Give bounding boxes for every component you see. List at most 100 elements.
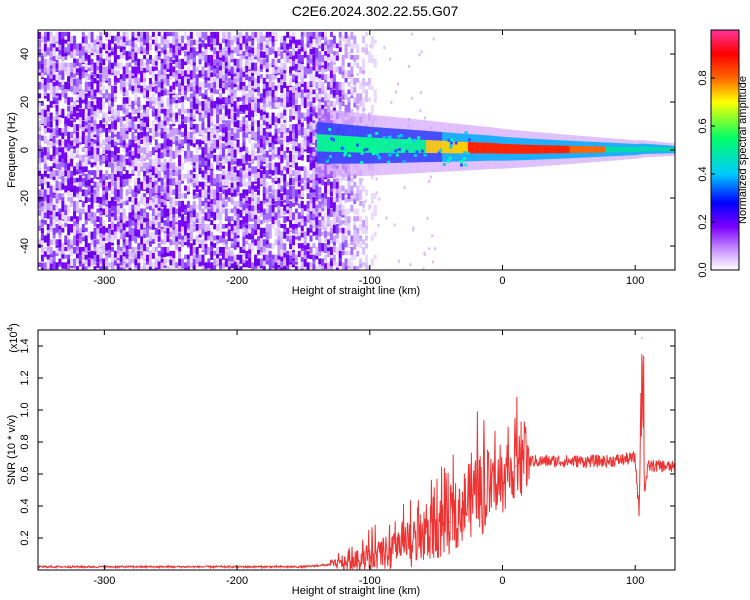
heatmap-cell [137,85,141,93]
heatmap-cell [341,35,345,41]
heatmap-cell [254,120,258,126]
heatmap-cell [256,154,260,160]
heatmap-cell [166,127,170,134]
heatmap-cell [230,185,234,193]
heatmap-cell [312,231,316,236]
heatmap-cell [318,62,322,70]
heatmap-cell [210,189,214,197]
heatmap-cell [312,124,316,130]
heatmap-cell [134,235,138,244]
heatmap-cell [192,174,196,179]
heatmap-cell [116,116,120,123]
heatmap-cell [87,54,91,60]
heatmap-cell [84,216,88,225]
heatmap-cell [262,254,266,261]
heatmap-cell [297,150,301,158]
heatmap-cell [213,131,217,139]
heatmap-cell [265,197,269,203]
heatmap-cell [137,150,141,159]
heatmap-cell [256,197,260,204]
heatmap-cell [93,220,97,227]
heatmap-cell [277,166,281,174]
heatmap-cell [230,189,234,197]
heatmap-cell [297,74,301,80]
heatmap-cell [219,154,223,162]
heatmap-cell [78,54,82,63]
heatmap-cell [169,124,173,130]
heatmap-cell [163,204,167,210]
heatmap-cell [219,58,223,66]
heatmap-cell [186,154,190,162]
heatmap-cell [160,97,164,104]
heatmap-cell [321,97,325,103]
heatmap-cell [286,254,290,260]
heatmap-cell [259,227,263,236]
heatmap-cell [347,89,351,95]
heatmap-cell [327,81,331,88]
heatmap-cell [210,162,214,169]
heatmap-cell [99,39,103,48]
heatmap-cell [312,262,316,270]
heatmap-cell [172,227,176,235]
heatmap-cell [359,66,363,74]
heatmap-cell [274,220,278,225]
heatmap-cell [227,39,231,48]
heatmap-cell [271,258,275,266]
heatmap-cell [146,124,150,131]
heatmap-cell [213,108,217,114]
heatmap-cell [125,39,129,46]
heatmap-cell [198,204,202,211]
heatmap-cell [137,124,141,129]
heatmap-cell [350,93,354,99]
heatmap-cell [137,177,141,185]
heatmap-cell [300,35,304,41]
heatmap-cell [262,101,266,107]
heatmap-cell [242,254,246,260]
heatmap-cell [304,270,307,276]
heatmap-cell [341,101,345,107]
heatmap-cell [248,270,251,275]
heatmap-cell [312,104,316,110]
heatmap-cell [239,181,243,187]
heatmap-cell [303,231,307,240]
heatmap-cell [303,135,307,141]
heatmap-cell [271,74,275,81]
heatmap-cell [283,193,287,201]
heatmap-cell [55,66,59,73]
heatmap-cell [169,250,173,257]
heatmap-cell [213,85,217,94]
heatmap-cell [122,51,126,56]
heatmap-cell [96,62,100,71]
heatmap-cell [283,185,287,190]
heatmap-cell [239,223,243,229]
heatmap-cell [146,162,150,169]
heatmap-cell [52,89,56,98]
heatmap-cell [338,258,342,267]
heatmap-cell [259,212,263,217]
heatmap-cell [99,170,103,178]
heatmap-cell [96,78,100,85]
heatmap-cell [122,31,126,37]
heatmap-cell [67,170,71,178]
heatmap-cell [64,47,68,53]
heatmap-cell [99,97,103,102]
heatmap-cell [143,208,147,213]
heatmap-cell [213,258,217,266]
heatmap-cell [52,147,56,153]
heatmap-cell [332,235,336,242]
heatmap-cell [49,216,53,224]
heatmap-cell [99,124,103,132]
heatmap-cell [216,66,220,74]
heatmap-cell [335,97,339,104]
heatmap-cell [84,97,88,105]
heatmap-cell [55,127,59,135]
heatmap-cell [186,220,190,228]
heatmap-cell [61,150,65,159]
heatmap-cell [75,74,79,79]
heatmap-cell [265,181,269,189]
heatmap-cell [242,143,246,150]
heatmap-cell [256,246,260,255]
heatmap-cell [245,158,249,165]
heatmap-cell [338,220,342,227]
heatmap-cell [309,135,313,144]
